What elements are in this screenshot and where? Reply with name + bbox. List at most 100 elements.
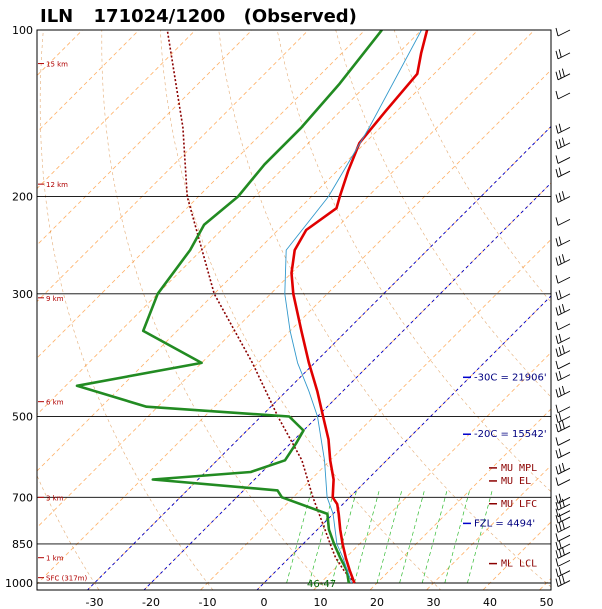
dry-adiabat-line (276, 30, 551, 493)
freezing-level-label: FZL = 4494' (474, 518, 535, 529)
wind-barb (555, 27, 571, 37)
wind-barb (555, 155, 571, 164)
wind-barb-flag (561, 575, 565, 584)
parcel-level-label: MU LFC (501, 499, 537, 510)
wind-barb (555, 437, 571, 446)
wind-barb-flag (555, 437, 559, 446)
temperature-trace-line (290, 30, 429, 584)
wind-barb-flag (558, 566, 562, 576)
wind-barb-shaft (557, 196, 571, 203)
wind-barb-flag (558, 540, 562, 549)
temperature-tick-label: 20 (370, 596, 384, 609)
chart-title: ILN 171024/1200 (Observed) (40, 6, 357, 27)
wind-barb-flag (558, 192, 562, 201)
wind-barb-flag (558, 576, 562, 586)
wind-barb-flag (558, 236, 562, 245)
wind-barb-flag (558, 500, 562, 509)
wind-barb-flag (555, 578, 559, 587)
background-grid (37, 30, 551, 590)
wetbulb-trace-line (284, 30, 422, 584)
isotherm-line (37, 30, 479, 472)
temperature-tick-label: 40 (483, 596, 497, 609)
wind-barb-shaft (557, 439, 571, 446)
wind-barb-flag (558, 422, 562, 431)
wind-barb-flag (558, 70, 562, 79)
parcel-level-label: MU EL (501, 476, 531, 487)
wind-barb-flag (558, 387, 562, 396)
wind-barb-flag (555, 169, 559, 178)
wind-barb-flag (555, 466, 559, 475)
wind-barb-flag (558, 49, 562, 58)
wind-barb-shaft (557, 479, 571, 486)
wind-barb-flag (561, 137, 565, 146)
wind-barb-flag (555, 321, 559, 331)
wind-barb-shaft (557, 425, 571, 433)
wind-barb-flag (558, 412, 562, 422)
wind-barb (555, 68, 571, 81)
sounding-type: (Observed) (244, 6, 357, 27)
mixing-ratio-line (331, 490, 357, 584)
isotherm-line (37, 30, 309, 303)
wind-barb-flag (558, 548, 562, 557)
wind-barb-flag (555, 414, 559, 423)
temperature-tick-label: 50 (540, 596, 554, 609)
freezing-isotherm (86, 125, 551, 590)
pressure-tick-label: 100 (12, 24, 33, 37)
wind-barb-flag (561, 498, 565, 508)
wind-barb-flag (555, 389, 559, 398)
wind-barb-flag (558, 464, 562, 473)
isotherm-line (37, 30, 196, 190)
mixing-ratio-line (376, 490, 403, 584)
surface-annotation: 46-47 (307, 579, 336, 590)
wind-barb-shaft (557, 350, 571, 358)
wind-barb-flag (555, 307, 559, 316)
wind-barb-flag (561, 546, 565, 556)
wind-barb-shaft (557, 337, 571, 345)
wind-barb (555, 236, 571, 247)
sounding-datetime: 171024/1200 (94, 6, 226, 27)
wind-barb-shaft (557, 374, 571, 382)
isotherm-line (37, 30, 140, 133)
wind-barb-flag (558, 346, 562, 356)
wind-barb-shaft (557, 362, 571, 370)
wind-barb-flag (555, 423, 559, 433)
wind-barb (555, 345, 571, 358)
wind-barb (555, 275, 571, 284)
sounding-traces (75, 30, 429, 584)
wind-barb (555, 513, 571, 524)
wind-barb (555, 385, 571, 398)
wind-barb (555, 412, 571, 423)
wind-barb-flag (555, 568, 559, 577)
wind-barb (555, 90, 571, 100)
wind-barb (555, 360, 571, 370)
wind-barb-flag (561, 462, 565, 472)
wind-barb-shaft (557, 73, 571, 81)
wind-barb-column (555, 27, 571, 587)
wind-barb-flag (555, 90, 559, 100)
wind-barb-flag (555, 125, 559, 134)
isotherm-line (37, 30, 253, 246)
height-marker-label: 1 km (46, 555, 64, 563)
height-marker-label: 15 km (46, 61, 68, 69)
wind-barb-flag (558, 493, 562, 502)
wind-barb (555, 191, 571, 203)
height-marker-label: 12 km (46, 181, 68, 189)
wind-barb-flag (555, 404, 559, 413)
mixing-ratio-line (467, 490, 493, 584)
mixing-ratio-line (399, 490, 425, 584)
wind-barb (555, 321, 571, 331)
wind-barb-shaft (557, 543, 571, 551)
temperature-tick-label: 30 (427, 596, 441, 609)
height-marker-label: SFC (317m) (46, 575, 87, 583)
temperature-tick-label: -10 (199, 596, 217, 609)
freezing-isotherm (143, 182, 551, 590)
wind-barb-flag (555, 27, 559, 37)
pressure-tick-label: 200 (12, 190, 33, 203)
wind-barb-flag (555, 257, 559, 266)
station-id: ILN (40, 6, 73, 27)
wind-barb-flag (555, 238, 559, 247)
dry-adiabat-line (393, 30, 551, 303)
wind-barb (555, 217, 571, 226)
wind-barb-flag (555, 477, 559, 486)
